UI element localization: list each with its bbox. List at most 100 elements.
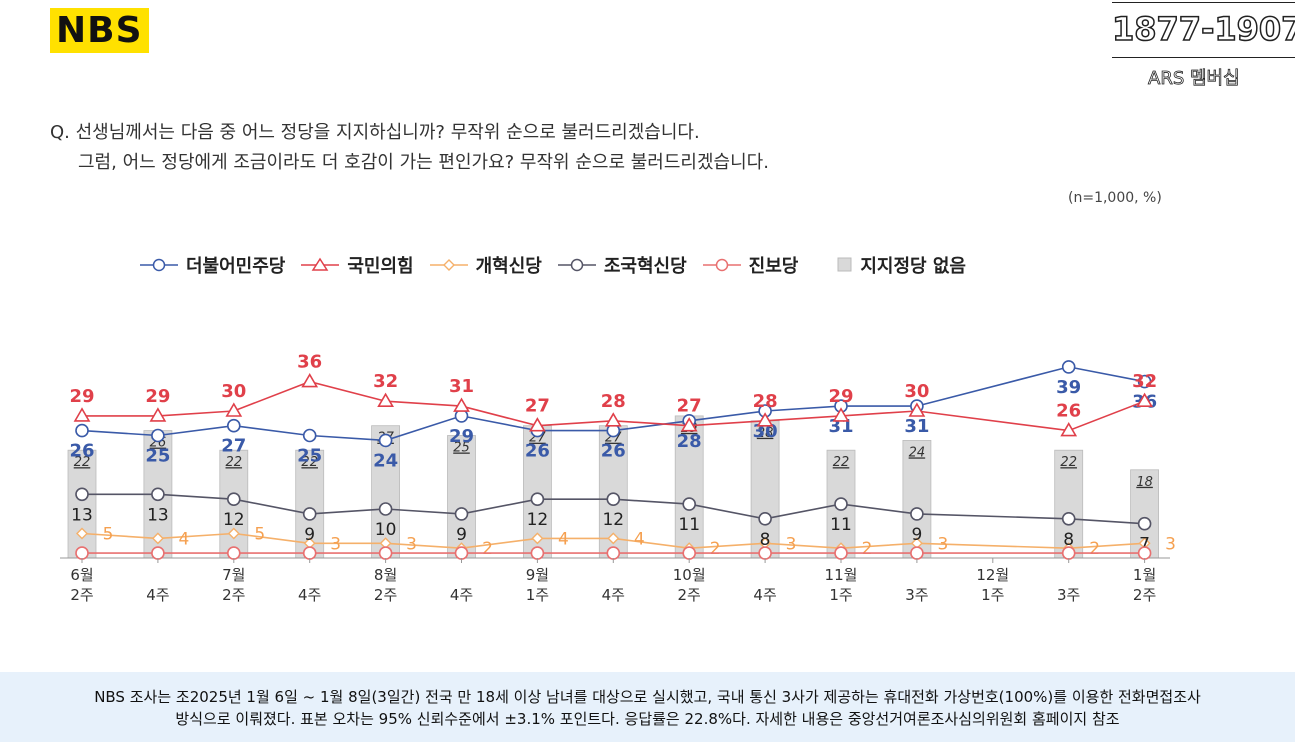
- series-point-3: [1137, 516, 1152, 531]
- x-tick-label: 2주: [374, 586, 397, 604]
- bar-label: 22: [226, 455, 243, 470]
- data-label: 25: [297, 446, 322, 467]
- x-tick-label: 2주: [222, 586, 245, 604]
- data-label: 30: [221, 381, 246, 402]
- series-point-2: [607, 532, 620, 545]
- series-point-4: [530, 546, 545, 560]
- series-point-2: [227, 527, 240, 540]
- series-line-3: [82, 493, 1145, 525]
- series-point-4: [302, 546, 317, 560]
- series-point-0: [75, 423, 89, 438]
- data-label: 3: [406, 534, 417, 554]
- membership-label: ARS 멤버십: [1148, 68, 1240, 90]
- data-label: 11: [830, 515, 852, 535]
- x-tick-label: 10월: [673, 566, 706, 584]
- legend-swatch: [837, 257, 852, 272]
- series-point-3: [758, 511, 772, 526]
- x-tick-label: 3주: [1057, 586, 1080, 604]
- x-tick-label: 2주: [1133, 586, 1156, 604]
- data-label: 13: [71, 505, 93, 525]
- data-label: 27: [677, 396, 702, 417]
- series-line-2: [81, 532, 1145, 550]
- series-point-3: [682, 497, 697, 511]
- data-label: 8: [760, 530, 771, 550]
- series-line-0: [81, 366, 1145, 442]
- data-label: 12: [602, 510, 624, 530]
- data-label: 13: [147, 505, 169, 525]
- x-tick-label: 4주: [753, 586, 776, 604]
- series-point-3: [910, 507, 924, 521]
- data-label: 3: [786, 534, 797, 554]
- series-point-0: [302, 428, 317, 443]
- series-point-1: [529, 417, 546, 432]
- series-point-1: [756, 412, 774, 427]
- legend-item: 진보당: [701, 252, 798, 278]
- x-tick-label: 1주: [829, 586, 852, 604]
- legend-item: 개혁신당: [428, 252, 542, 278]
- survey-footer: NBS 조사는 조2025년 1월 6일 ~ 1월 8일(3일간) 전국 만 1…: [0, 672, 1295, 742]
- nbs-logo: NBS: [50, 8, 149, 53]
- series-point-2: [531, 532, 544, 545]
- legend-swatch: [429, 259, 468, 271]
- bar-no-party: [447, 435, 476, 559]
- series-point-0: [1061, 360, 1076, 374]
- series-point-1: [832, 407, 850, 422]
- bar-label: 22: [301, 455, 318, 470]
- series-point-4: [1061, 546, 1076, 560]
- bar-label: 22: [1060, 455, 1077, 470]
- series-point-1: [453, 397, 470, 412]
- x-tick-label: 2주: [70, 586, 93, 604]
- data-label: 3: [1165, 534, 1176, 554]
- series-point-1: [225, 402, 243, 417]
- data-label: 27: [525, 396, 550, 417]
- data-label: 4: [178, 529, 189, 549]
- data-label: 8: [1063, 530, 1074, 550]
- legend-label: 개혁신당: [475, 256, 542, 277]
- x-tick-label: 7월: [222, 566, 245, 584]
- survey-question: Q. 선생님께서는 다음 중 어느 정당을 지지하십니까? 무작위 순으로 불러…: [50, 118, 769, 178]
- data-label: 31: [449, 376, 474, 397]
- data-label: 26: [1056, 401, 1081, 422]
- data-label: 2: [710, 539, 721, 559]
- data-label: 9: [456, 525, 467, 545]
- series-point-1: [1136, 392, 1153, 408]
- x-tick-label: 4주: [298, 586, 321, 604]
- data-label: 12: [527, 510, 549, 530]
- bar-label: 28: [757, 426, 774, 441]
- bar-no-party: [826, 449, 856, 559]
- series-point-3: [151, 487, 165, 502]
- data-label: 2: [862, 539, 873, 559]
- legend-item: 더불어민주당: [138, 252, 285, 278]
- data-label: 5: [254, 525, 265, 545]
- x-tick-label: 4주: [602, 586, 625, 604]
- series-point-1: [301, 373, 319, 388]
- legend-swatch: [557, 258, 596, 272]
- legend-label: 국민의힘: [347, 256, 414, 277]
- series-point-2: [76, 527, 88, 540]
- x-tick-label: 6월: [70, 566, 93, 584]
- phone-number: 1877-1907: [1112, 10, 1295, 48]
- data-label: 28: [753, 391, 778, 412]
- divider: [1112, 2, 1295, 3]
- series-point-2: [151, 532, 164, 545]
- divider: [1112, 57, 1295, 58]
- x-tick-label: 1주: [981, 586, 1004, 604]
- data-label: 10: [375, 520, 397, 540]
- party-support-chart: 2226222227252727292822242218262527252429…: [60, 352, 1176, 604]
- footer-line-1: NBS 조사는 조2025년 1월 6일 ~ 1월 8일(3일간) 전국 만 1…: [94, 688, 1201, 706]
- data-label: 31: [904, 416, 929, 437]
- series-point-3: [1061, 511, 1076, 526]
- data-label: 12: [223, 510, 245, 530]
- sample-note: (n=1,000, %): [1068, 190, 1162, 206]
- data-label: 25: [145, 446, 170, 467]
- series-point-4: [758, 546, 772, 560]
- series-point-0: [227, 418, 241, 433]
- series-point-1: [149, 407, 167, 422]
- series-point-3: [834, 497, 848, 511]
- data-label: 4: [558, 529, 569, 549]
- series-point-3: [606, 492, 621, 507]
- legend-item: 조국혁신당: [556, 252, 687, 278]
- question-line-1: Q. 선생님께서는 다음 중 어느 정당을 지지하십니까? 무작위 순으로 불러…: [50, 122, 700, 143]
- data-label: 27: [221, 436, 246, 457]
- x-tick-label: 11월: [825, 566, 858, 584]
